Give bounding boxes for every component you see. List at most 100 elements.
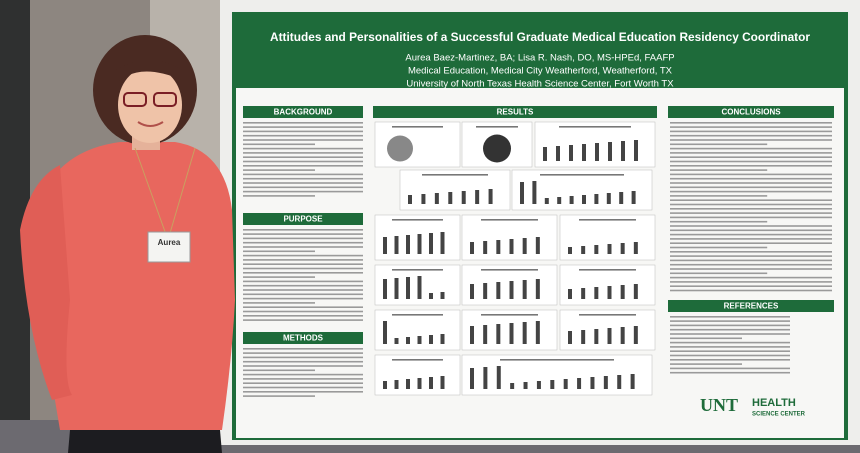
text-line [243,139,363,141]
bar-icon [394,236,399,254]
bar-icon [620,327,625,344]
text-line [670,316,790,318]
text-line [243,254,363,257]
bar-icon [483,367,488,389]
panel-caption [540,174,624,176]
text-line [670,173,832,176]
text-line [670,238,832,240]
bar-icon [461,191,466,204]
smile [137,121,164,127]
section-header [668,300,834,312]
chart-panel [374,354,461,396]
bar-icon [406,277,410,299]
text-line [243,195,315,197]
panel-caption [481,269,538,271]
bar-icon [470,284,474,299]
section-title: METHODS [283,334,324,343]
bar-icon [429,335,433,344]
text-line [243,130,363,133]
bar-icon [509,239,514,254]
bar-icon [383,279,387,299]
text-line [243,126,363,128]
glasses [123,92,147,107]
text-line [670,276,832,279]
section-header [373,106,657,118]
bar-icon [606,193,611,204]
text-line [670,177,832,180]
left-arm [20,165,72,400]
poster-affiliation: University of North Texas Health Science… [406,79,674,90]
bar-icon [417,276,422,299]
text-line [243,263,363,265]
bar-icon [568,331,572,344]
section-title: REFERENCES [724,302,779,311]
bar-icon [607,286,612,299]
text-line [670,354,790,357]
bar-icon [496,240,501,254]
bar-icon [594,329,599,344]
bar-icon [509,323,514,344]
text-line [243,182,363,184]
text-line [670,220,768,223]
bar-icon [631,191,636,204]
panel-caption [579,219,636,221]
text-line [670,122,832,124]
poster-title: Attitudes and Personalities of a Success… [270,32,811,44]
bar-icon [488,189,493,204]
panel-caption [481,219,538,221]
panel-caption [481,314,538,316]
text-line [670,156,832,158]
section-header [243,106,363,118]
text-line [243,382,363,384]
bar-icon [483,241,488,254]
text-line [670,346,790,348]
text-line [670,212,832,214]
bar-icon [550,380,555,389]
bar-icon [582,144,586,161]
results-panels [374,121,656,396]
section-header [668,106,834,118]
panel-caption [392,269,443,271]
bar-icon [617,375,622,389]
panel-caption [392,359,443,361]
text-line [243,169,315,171]
text-line [243,369,315,372]
section-header [243,332,363,344]
text-line [243,143,315,146]
bar-icon [608,142,612,161]
bar-icon [440,376,445,389]
bar-icon [429,293,433,299]
bar-icon [483,283,488,299]
text-line [670,203,832,206]
text-line [243,229,363,231]
bar-icon [470,242,474,254]
panel-caption [579,314,636,316]
text-line [670,328,790,331]
bar-icon [556,146,560,161]
text-line [243,267,363,270]
text-line [670,160,832,163]
logo-sub: SCIENCE CENTER [752,412,806,418]
bar-icon [594,194,599,204]
bangs [116,60,182,82]
text-line [243,302,315,304]
section-title: PURPOSE [283,215,323,224]
text-line [243,395,315,397]
text-line [670,251,832,253]
bar-icon [523,382,528,389]
shirt [40,142,235,430]
poster-affiliation: Medical Education, Medical City Weatherf… [408,66,673,77]
chart-panel [399,169,511,211]
bar-icon [563,379,568,389]
bar-icon [633,284,638,299]
text-line [670,285,832,287]
bar-icon [634,140,638,161]
bar-icon [383,381,387,389]
text-line [243,152,363,154]
text-line [243,259,363,261]
text-line [670,359,790,361]
text-line [670,259,832,262]
text-line [243,289,363,291]
bar-icon [394,380,399,389]
text-line [670,263,832,266]
